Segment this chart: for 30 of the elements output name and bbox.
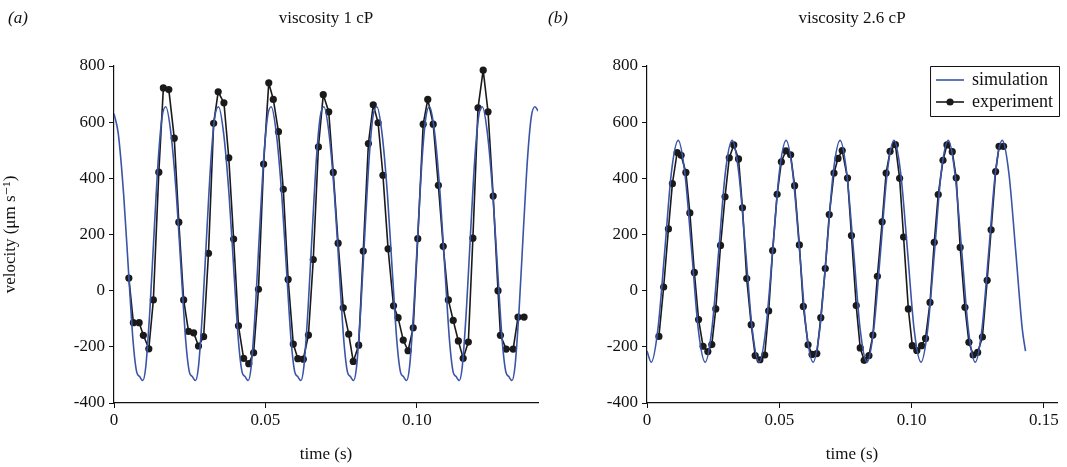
x-tick-label: 0.15	[1028, 409, 1059, 429]
y-tick-label: 400	[79, 167, 105, 187]
y-axis-title: velocity (μm s⁻¹)	[0, 175, 19, 294]
y-tick-label: 600	[612, 111, 638, 131]
y-tick-label: 200	[612, 223, 638, 243]
y-tick-label: -400	[73, 392, 105, 412]
x-tick-label: 0.05	[764, 409, 795, 429]
x-tick-label: 0	[642, 409, 652, 429]
y-tick-label: 400	[612, 167, 638, 187]
x-tick-label: 0	[109, 409, 119, 429]
x-tick-label: 0.10	[896, 409, 927, 429]
y-tick-label: 200	[79, 223, 105, 243]
chart-title: viscosity 1 cP	[278, 8, 374, 28]
y-tick-label: 0	[96, 280, 105, 300]
x-tick-label: 0.10	[401, 409, 432, 429]
y-tick-label: -400	[606, 392, 638, 412]
x-axis-title: time (s)	[825, 444, 879, 464]
legend-label: experiment	[972, 90, 1053, 111]
text: (b)	[548, 8, 569, 28]
y-tick-label: 800	[79, 55, 105, 75]
legend-label: simulation	[972, 68, 1049, 89]
y-tick-label: 0	[629, 280, 638, 300]
x-tick-label: 0.05	[250, 409, 281, 429]
y-tick-label: 800	[612, 55, 638, 75]
chart-title: viscosity 2.6 cP	[798, 8, 906, 28]
text: (a)	[8, 8, 29, 28]
y-tick-label: -200	[606, 336, 638, 356]
x-axis-title: time (s)	[299, 444, 353, 464]
y-tick-label: 600	[79, 111, 105, 131]
y-tick-label: -200	[73, 336, 105, 356]
